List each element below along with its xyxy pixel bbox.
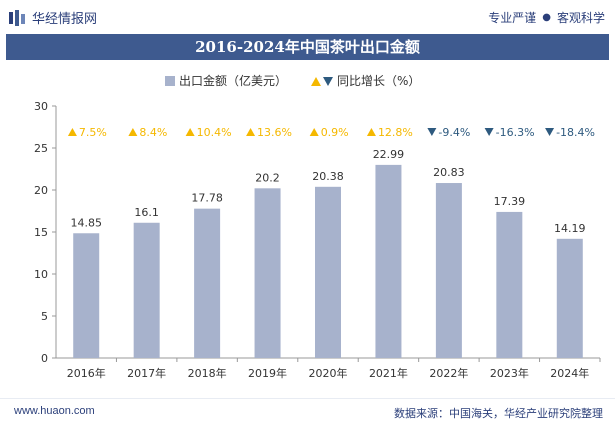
bar xyxy=(435,183,462,358)
bar xyxy=(133,222,160,358)
bar xyxy=(375,164,402,358)
growth-label: 10.4% xyxy=(197,126,232,139)
x-tick-label: 2022年 xyxy=(429,366,468,380)
x-tick-label: 2021年 xyxy=(369,366,408,380)
bar xyxy=(496,211,523,358)
y-tick-label: 10 xyxy=(34,268,48,281)
y-tick-label: 20 xyxy=(34,184,48,197)
growth-up-triangle-icon xyxy=(309,128,319,136)
x-tick-label: 2020年 xyxy=(309,366,348,380)
x-tick-label: 2023年 xyxy=(490,366,529,380)
separator-dot-icon: ● xyxy=(542,12,551,23)
y-tick-label: 25 xyxy=(34,142,48,155)
y-tick-label: 5 xyxy=(41,310,48,323)
x-tick-label: 2024年 xyxy=(550,366,589,380)
growth-down-triangle-icon xyxy=(484,128,494,136)
brand-name: 华经情报网 xyxy=(32,12,98,27)
growth-label: -18.4% xyxy=(556,126,595,139)
footer-website[interactable]: www.huaon.com xyxy=(14,405,95,417)
x-tick-label: 2018年 xyxy=(188,366,227,380)
bar-value-label: 17.39 xyxy=(494,195,526,208)
growth-label: 7.5% xyxy=(79,126,107,139)
bar-value-label: 14.19 xyxy=(554,222,586,235)
y-tick-label: 0 xyxy=(41,352,48,365)
bar-value-label: 20.2 xyxy=(255,171,280,184)
growth-up-triangle-icon xyxy=(67,128,77,136)
growth-label: 12.8% xyxy=(378,126,413,139)
chart-area: 出口金额（亿美元） 同比增长（%） 0 5 10 15 20 25 30 14.85 2016年 7.… xyxy=(0,60,615,398)
growth-down-triangle-icon xyxy=(427,128,437,136)
title-bar: 2016-2024年中国茶叶出口金额 xyxy=(6,34,609,60)
x-tick-label: 2017年 xyxy=(127,366,166,380)
growth-label: 8.4% xyxy=(139,126,167,139)
brand-logo-icon xyxy=(9,9,25,26)
bar xyxy=(254,188,281,358)
top-bar: 华经情报网 专业严谨 ● 客观科学 xyxy=(0,0,615,34)
growth-up-triangle-icon xyxy=(128,128,138,136)
bar-value-label: 14.85 xyxy=(70,216,102,229)
x-tick-label: 2016年 xyxy=(67,366,106,380)
growth-label: 0.9% xyxy=(321,126,349,139)
chart-title: 2016-2024年中国茶叶出口金额 xyxy=(195,38,420,56)
growth-up-triangle-icon xyxy=(366,128,376,136)
legend-bar-swatch xyxy=(165,76,175,86)
bar-value-label: 22.99 xyxy=(373,148,405,161)
growth-down-triangle-icon xyxy=(545,128,555,136)
slogan-right: 客观科学 xyxy=(556,11,605,25)
y-tick-label: 15 xyxy=(34,226,48,239)
y-tick-label: 30 xyxy=(34,100,48,113)
bar-chart: 出口金额（亿美元） 同比增长（%） 0 5 10 15 20 25 30 14.85 2016年 7.… xyxy=(34,73,601,380)
bar-value-label: 16.1 xyxy=(134,206,159,219)
brand[interactable]: 华经情报网 xyxy=(8,8,97,27)
slogan: 专业严谨 ● 客观科学 xyxy=(488,9,605,26)
bar xyxy=(194,208,221,358)
legend-growth-label: 同比增长（%） xyxy=(337,74,420,88)
growth-up-triangle-icon xyxy=(185,128,195,136)
growth-label: 13.6% xyxy=(257,126,292,139)
slogan-left: 专业严谨 xyxy=(488,11,537,25)
bar xyxy=(73,233,100,358)
bar-value-label: 17.78 xyxy=(191,192,223,205)
growth-up-triangle-icon xyxy=(246,128,256,136)
legend-down-triangle-icon xyxy=(323,77,333,86)
growth-label: -16.3% xyxy=(496,126,535,139)
footer-source: 数据来源：中国海关，华经产业研究院整理 xyxy=(394,407,603,420)
growth-label: -9.4% xyxy=(438,126,470,139)
legend-bar-label: 出口金额（亿美元） xyxy=(179,73,287,88)
legend-up-triangle-icon xyxy=(311,77,321,86)
bar-value-label: 20.83 xyxy=(433,166,465,179)
bar xyxy=(556,238,583,358)
x-tick-label: 2019年 xyxy=(248,366,287,380)
bar xyxy=(315,186,341,358)
footer: www.huaon.com 数据来源：中国海关，华经产业研究院整理 xyxy=(0,398,615,428)
bar-value-label: 20.38 xyxy=(312,170,344,183)
